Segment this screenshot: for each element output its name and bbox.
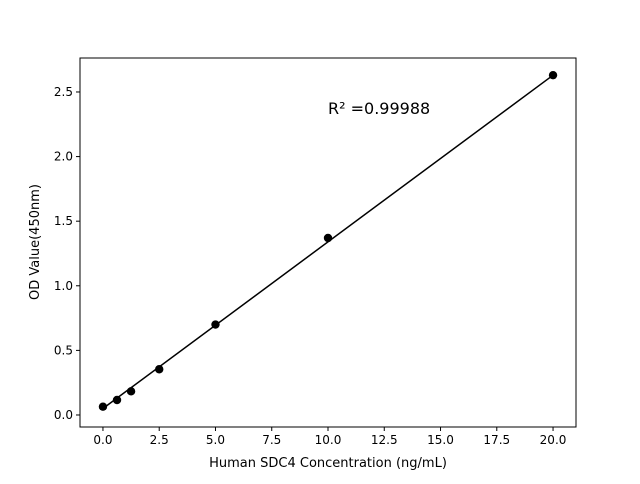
x-tick-label: 2.5 bbox=[150, 433, 169, 447]
x-tick-label: 15.0 bbox=[427, 433, 454, 447]
y-axis-label: OD Value(450nm) bbox=[28, 184, 43, 300]
data-point bbox=[98, 402, 108, 411]
x-tick-label: 7.5 bbox=[262, 433, 281, 447]
y-tick-label: 0.5 bbox=[54, 343, 73, 357]
x-tick-label: 12.5 bbox=[371, 433, 398, 447]
x-axis-label: Human SDC4 Concentration (ng/mL) bbox=[209, 456, 447, 471]
y-tick-label: 0.0 bbox=[54, 408, 73, 422]
x-tick-label: 5.0 bbox=[206, 433, 225, 447]
data-point bbox=[112, 395, 122, 405]
data-point bbox=[155, 365, 164, 374]
y-tick-label: 2.5 bbox=[54, 85, 73, 99]
y-tick-label: 1.0 bbox=[54, 279, 73, 293]
data-point bbox=[323, 233, 333, 243]
x-tick-label: 20.0 bbox=[540, 433, 567, 447]
y-tick-label: 2.0 bbox=[54, 150, 73, 164]
data-point bbox=[548, 70, 558, 80]
x-tick-label: 0.0 bbox=[93, 433, 112, 447]
y-tick-label: 1.5 bbox=[54, 214, 73, 228]
annotation-r-squared: R² =0.99988 bbox=[328, 99, 430, 118]
data-point bbox=[126, 387, 136, 396]
data-point bbox=[211, 320, 220, 329]
x-tick-label: 17.5 bbox=[483, 433, 510, 447]
x-tick-label: 10.0 bbox=[315, 433, 342, 447]
